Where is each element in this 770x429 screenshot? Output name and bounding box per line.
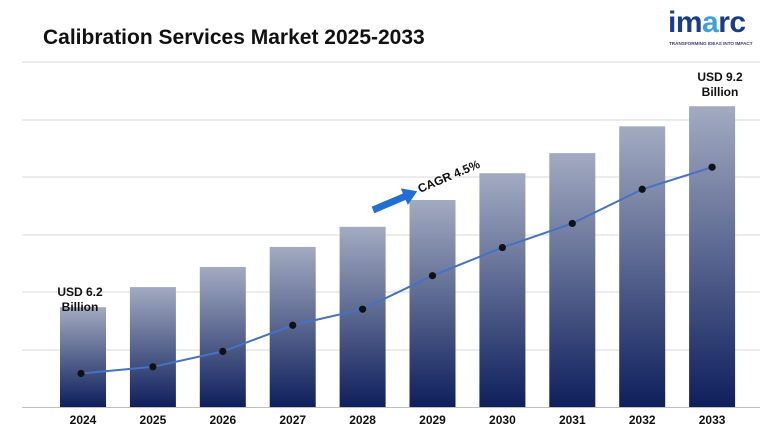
- x-tick-label-2026: 2026: [209, 413, 236, 427]
- bar-2024: [60, 307, 106, 407]
- trend-marker-2026: [219, 347, 227, 355]
- x-tick-label-2030: 2030: [489, 413, 516, 427]
- bar-2031: [549, 153, 596, 407]
- trend-marker-2027: [289, 321, 297, 329]
- trend-marker-2024: [77, 369, 85, 378]
- bar-2032: [619, 126, 666, 408]
- bars: [60, 106, 736, 408]
- trend-marker-2030: [498, 243, 506, 252]
- trend-marker-2028: [359, 305, 367, 313]
- bar-2030: [479, 173, 526, 407]
- x-tick-label-2029: 2029: [419, 413, 446, 427]
- logo-wordmark: imarc: [668, 6, 746, 39]
- trend-marker-2031: [568, 219, 576, 228]
- x-tick-label-2027: 2027: [279, 413, 306, 427]
- x-tick-label-2031: 2031: [559, 413, 586, 427]
- trend-marker-2029: [428, 272, 437, 280]
- imarc-logo: imarc TRANSFORMING IDEAS INTO IMPACT: [668, 8, 760, 48]
- x-tick-label-2033: 2033: [699, 413, 726, 427]
- x-tick-label-2028: 2028: [349, 413, 376, 427]
- bar-2025: [129, 287, 176, 407]
- x-tick-label-2032: 2032: [629, 413, 656, 427]
- trend-line: [80, 166, 713, 375]
- bar-2033: [689, 106, 736, 407]
- logo-tagline: TRANSFORMING IDEAS INTO IMPACT: [669, 41, 753, 46]
- trend-marker-2032: [638, 185, 646, 193]
- trend-line-group: [77, 163, 716, 378]
- chart-title: Calibration Services Market 2025-2033: [43, 26, 425, 49]
- bar-2026: [199, 266, 246, 407]
- cagr-label: CAGR 4.5%: [416, 157, 483, 196]
- last-value-label: USD 9.2 Billion: [697, 70, 743, 99]
- bar-2028: [339, 226, 386, 407]
- cagr-arrow: [371, 188, 418, 214]
- x-tick-label-2025: 2025: [140, 413, 167, 427]
- bar-2029: [409, 200, 456, 407]
- x-tick-label-2024: 2024: [70, 413, 97, 427]
- trend-marker-2033: [708, 163, 716, 171]
- first-value-label: USD 6.2 Billion: [57, 285, 103, 314]
- trend-marker-2025: [149, 363, 157, 371]
